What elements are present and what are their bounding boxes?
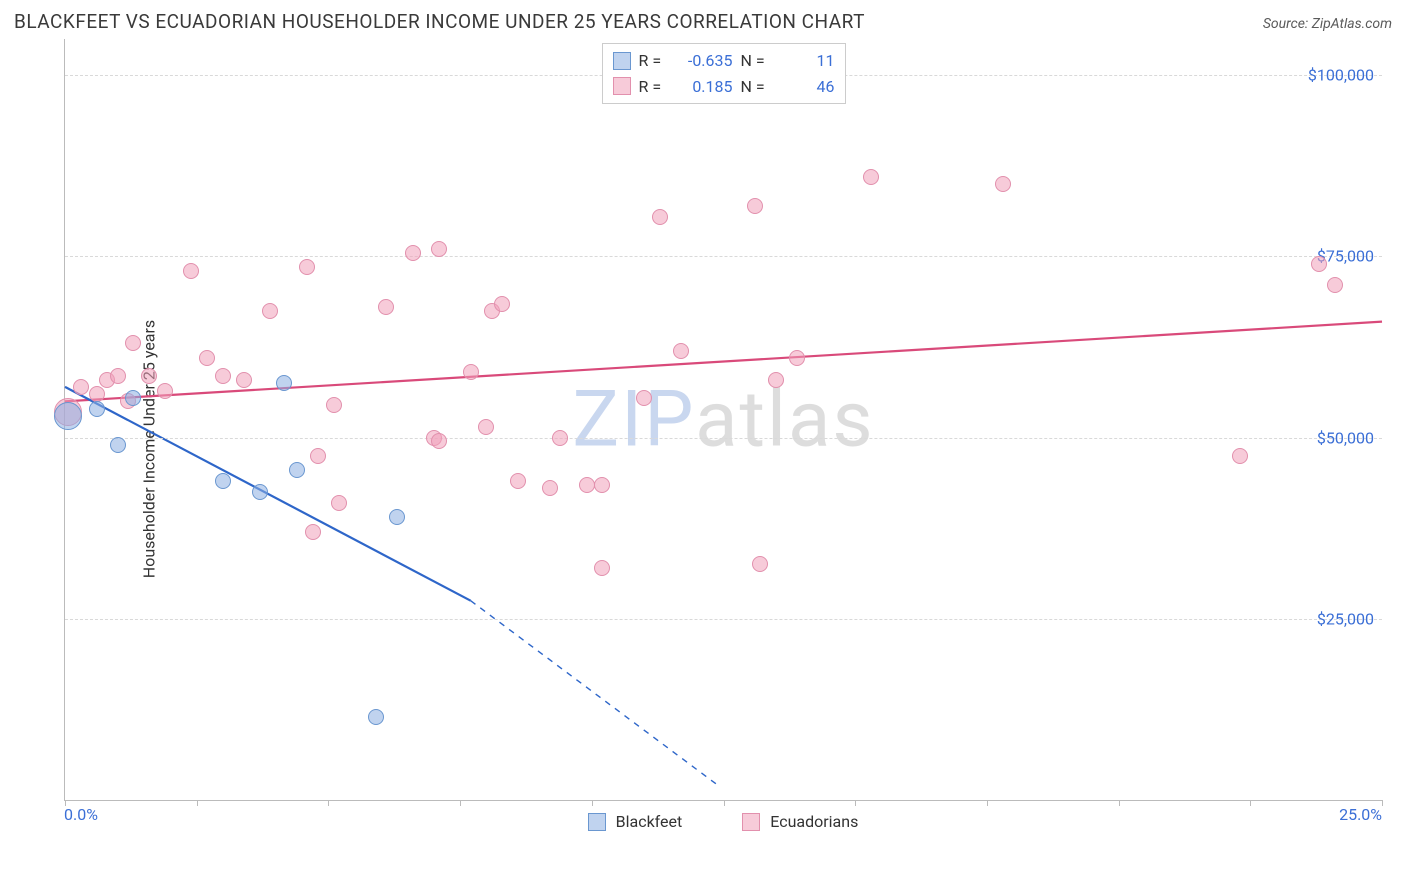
point-blackfeet (368, 709, 384, 725)
n-value-ecuadorians: 46 (777, 74, 835, 100)
point-ecuadorians (995, 176, 1011, 192)
point-blackfeet (54, 402, 82, 430)
y-tick-label: $50,000 (1317, 428, 1374, 447)
point-ecuadorians (199, 350, 215, 366)
point-ecuadorians (431, 433, 447, 449)
point-ecuadorians (331, 495, 347, 511)
chart-title: BLACKFEET VS ECUADORIAN HOUSEHOLDER INCO… (14, 10, 865, 33)
point-ecuadorians (552, 430, 568, 446)
gridline (65, 438, 1382, 439)
point-ecuadorians (141, 368, 157, 384)
point-ecuadorians (463, 364, 479, 380)
legend-swatch-blackfeet (588, 813, 606, 831)
trend-lines-layer (65, 39, 1382, 800)
point-ecuadorians (747, 198, 763, 214)
point-ecuadorians (673, 343, 689, 359)
gridline (65, 256, 1382, 257)
point-ecuadorians (378, 299, 394, 315)
point-ecuadorians (594, 477, 610, 493)
point-ecuadorians (125, 335, 141, 351)
correlation-row-ecuadorians: R = 0.185 N = 46 (613, 74, 835, 100)
legend-item-blackfeet: Blackfeet (588, 812, 683, 831)
r-value-ecuadorians: 0.185 (675, 74, 733, 100)
point-ecuadorians (215, 368, 231, 384)
point-blackfeet (389, 509, 405, 525)
point-ecuadorians (1327, 277, 1343, 293)
point-ecuadorians (262, 303, 278, 319)
point-blackfeet (89, 401, 105, 417)
point-ecuadorians (157, 383, 173, 399)
point-ecuadorians (431, 241, 447, 257)
x-tick (1382, 800, 1383, 806)
point-ecuadorians (863, 169, 879, 185)
point-ecuadorians (299, 259, 315, 275)
point-ecuadorians (1232, 448, 1248, 464)
correlation-legend: R = -0.635 N = 11 R = 0.185 N = 46 (602, 43, 846, 104)
legend-label-blackfeet: Blackfeet (616, 812, 683, 831)
legend-label-ecuadorians: Ecuadorians (770, 812, 858, 831)
chart-area: Householder Income Under 25 years ZIPatl… (14, 39, 1392, 859)
point-blackfeet (125, 390, 141, 406)
point-ecuadorians (542, 480, 558, 496)
n-label: N = (741, 74, 769, 100)
point-blackfeet (110, 437, 126, 453)
point-ecuadorians (110, 368, 126, 384)
point-ecuadorians (789, 350, 805, 366)
point-ecuadorians (636, 390, 652, 406)
legend-swatch-ecuadorians (742, 813, 760, 831)
point-ecuadorians (1311, 256, 1327, 272)
point-ecuadorians (579, 477, 595, 493)
point-blackfeet (215, 473, 231, 489)
n-label: N = (741, 48, 769, 74)
point-ecuadorians (494, 296, 510, 312)
point-ecuadorians (768, 372, 784, 388)
r-label: R = (639, 48, 667, 74)
point-ecuadorians (326, 397, 342, 413)
trend-line (471, 601, 719, 786)
swatch-blackfeet (613, 52, 631, 70)
legend-item-ecuadorians: Ecuadorians (742, 812, 858, 831)
trend-line (65, 387, 471, 601)
point-ecuadorians (183, 263, 199, 279)
point-blackfeet (252, 484, 268, 500)
n-value-blackfeet: 11 (777, 48, 835, 74)
r-label: R = (639, 74, 667, 100)
series-legend: Blackfeet Ecuadorians (64, 812, 1382, 831)
point-ecuadorians (752, 556, 768, 572)
point-ecuadorians (305, 524, 321, 540)
point-ecuadorians (236, 372, 252, 388)
point-ecuadorians (310, 448, 326, 464)
point-ecuadorians (652, 209, 668, 225)
plot-region: ZIPatlas R = -0.635 N = 11 R = 0.185 N =… (64, 39, 1382, 801)
header: BLACKFEET VS ECUADORIAN HOUSEHOLDER INCO… (14, 10, 1392, 33)
point-blackfeet (276, 375, 292, 391)
point-ecuadorians (73, 379, 89, 395)
r-value-blackfeet: -0.635 (675, 48, 733, 74)
point-ecuadorians (405, 245, 421, 261)
point-blackfeet (289, 462, 305, 478)
gridline (65, 619, 1382, 620)
point-ecuadorians (478, 419, 494, 435)
trend-line (65, 322, 1382, 402)
y-tick-label: $100,000 (1308, 66, 1374, 85)
point-ecuadorians (594, 560, 610, 576)
chart-container: BLACKFEET VS ECUADORIAN HOUSEHOLDER INCO… (0, 0, 1406, 892)
y-tick-label: $25,000 (1317, 609, 1374, 628)
source-label: Source: ZipAtlas.com (1263, 16, 1392, 32)
point-ecuadorians (510, 473, 526, 489)
correlation-row-blackfeet: R = -0.635 N = 11 (613, 48, 835, 74)
swatch-ecuadorians (613, 77, 631, 95)
